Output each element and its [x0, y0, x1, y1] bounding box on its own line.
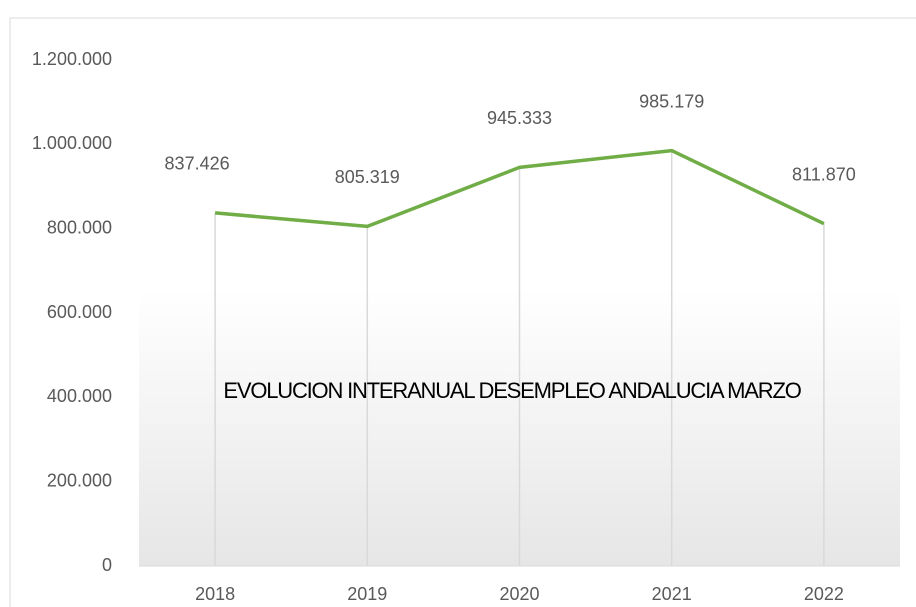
data-label: 805.319	[335, 167, 400, 187]
data-label: 985.179	[639, 91, 704, 111]
x-tick-label: 2018	[195, 584, 235, 604]
data-label: 811.870	[792, 164, 856, 184]
y-tick-label: 800.000	[47, 217, 112, 237]
y-tick-label: 200.000	[47, 470, 112, 490]
chart-border	[9, 17, 916, 607]
data-label: 837.426	[165, 154, 230, 174]
x-tick-label: 2019	[347, 584, 387, 604]
y-tick-label: 1.000.000	[32, 133, 112, 153]
data-label: 945.333	[487, 108, 552, 128]
y-tick-label: 600.000	[47, 302, 112, 322]
y-tick-label: 1.200.000	[32, 49, 112, 69]
line-series	[214, 148, 825, 229]
chart-title: EVOLUCION INTERANUAL DESEMPLEO ANDALUCIA…	[223, 378, 801, 403]
y-tick-label: 0	[102, 555, 112, 575]
x-tick-label: 2022	[804, 584, 844, 604]
x-tick-label: 2020	[499, 584, 539, 604]
y-tick-label: 400.000	[47, 386, 112, 406]
x-tick-label: 2021	[652, 584, 692, 604]
